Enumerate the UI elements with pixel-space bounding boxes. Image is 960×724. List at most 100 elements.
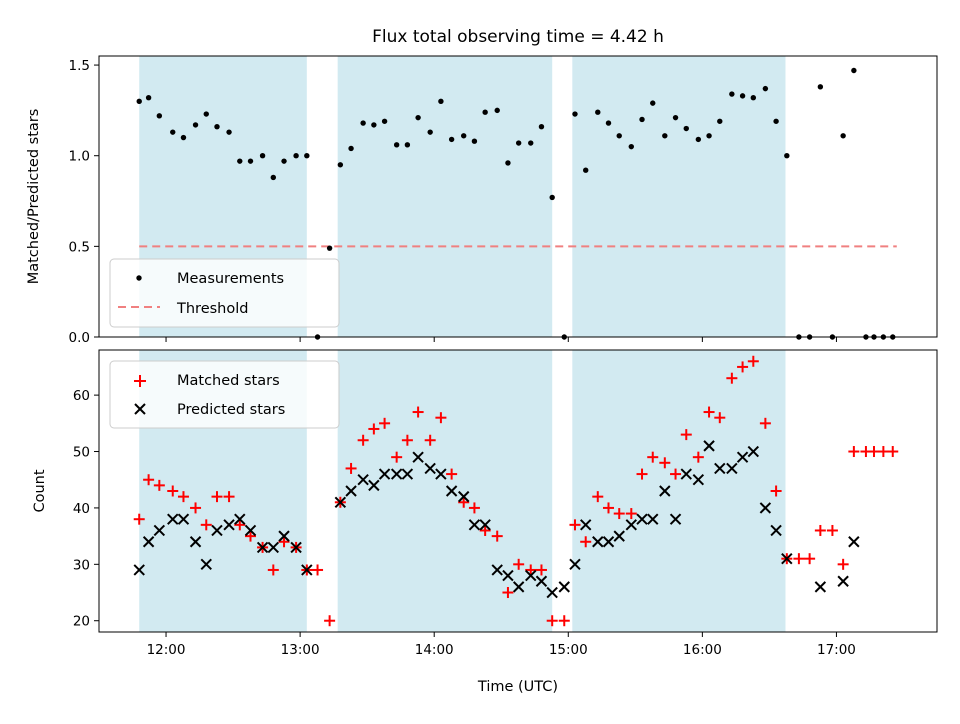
top-y-tick-label: 1.0 — [69, 149, 90, 165]
matched-point — [245, 530, 257, 542]
predicted-point — [736, 451, 749, 463]
matched-point — [826, 524, 838, 536]
matched-point — [190, 502, 202, 514]
matched-point — [877, 446, 889, 458]
top-shaded-interval-2 — [337, 56, 553, 337]
x-axis-label: Time (UTC) — [477, 679, 558, 695]
top-y-tick-label: 0.0 — [69, 330, 90, 346]
measurement-point — [237, 158, 243, 164]
measurement-point — [549, 194, 555, 201]
matched-point — [167, 485, 179, 497]
measurement-point — [304, 153, 310, 159]
measurement-point — [515, 140, 522, 146]
measurement-point — [270, 174, 277, 181]
measurement-point — [494, 107, 500, 114]
x-tick-label: 17:00 — [817, 642, 856, 658]
predicted-point — [781, 552, 793, 565]
matched-point — [670, 468, 682, 480]
x-tick-label: 14:00 — [415, 642, 454, 658]
matched-point — [368, 423, 380, 435]
matched-point — [458, 496, 470, 508]
matched-point — [680, 429, 692, 441]
matched-point — [793, 553, 805, 565]
predicted-point — [290, 541, 302, 554]
top-shaded-interval-3 — [572, 56, 786, 337]
predicted-point — [142, 536, 155, 548]
legend-matched-label: Matched stars — [177, 373, 280, 389]
measurement-point — [784, 153, 790, 159]
measurement-point — [170, 129, 176, 135]
matched-point — [211, 491, 223, 503]
matched-point — [692, 451, 704, 463]
predicted-point — [491, 564, 503, 576]
predicted-point — [334, 496, 347, 508]
matched-point — [234, 519, 246, 531]
measurement-point — [326, 245, 333, 251]
predicted-point — [424, 462, 436, 475]
matched-point — [625, 508, 637, 520]
top-legend-box — [109, 258, 340, 328]
bottom-y-tick-label: 40 — [73, 501, 90, 517]
top-legend: Measurements Threshold — [109, 258, 340, 328]
measurement-point — [729, 91, 735, 97]
matched-point — [770, 485, 782, 497]
legend-threshold-label: Threshold — [176, 301, 248, 317]
matched-point — [569, 519, 581, 531]
measurement-point — [538, 124, 545, 130]
top-x-ticks — [165, 337, 837, 342]
measurement-point — [293, 153, 299, 159]
matched-point — [412, 406, 424, 418]
matched-points — [133, 355, 899, 627]
predicted-point — [558, 581, 570, 593]
predicted-point — [592, 536, 604, 548]
measurement-point — [460, 133, 467, 139]
predicted-point — [726, 462, 738, 475]
matched-point — [726, 372, 738, 384]
bottom-legend: Matched stars Predicted stars — [109, 360, 340, 429]
matched-point — [647, 451, 659, 463]
predicted-point — [546, 586, 558, 599]
predicted-point — [848, 536, 860, 548]
measurement-point — [572, 111, 578, 117]
matched-point — [491, 530, 503, 542]
predicted-point — [234, 513, 246, 525]
measurement-point — [817, 84, 824, 90]
bottom-y-axis-label: Count — [32, 469, 48, 512]
matched-point — [868, 446, 880, 458]
legend-predicted-marker — [134, 403, 146, 415]
measurement-point — [471, 138, 478, 144]
predicted-point — [636, 513, 648, 525]
measurement-point — [739, 93, 746, 99]
measurement-point — [281, 158, 287, 164]
measurement-point — [415, 114, 421, 121]
legend-matched-marker — [134, 375, 146, 387]
matched-point — [848, 446, 860, 458]
predicted-point — [602, 536, 615, 548]
matched-point — [312, 564, 324, 576]
measurement-point — [605, 120, 612, 126]
predicted-point — [525, 569, 537, 582]
measurement-point — [683, 125, 689, 132]
matched-point — [747, 355, 759, 367]
predicted-point — [133, 564, 145, 576]
measurement-point — [145, 94, 152, 101]
matched-point — [424, 434, 436, 446]
bottom-panel: 20 30 40 50 60 12:00 13:00 14:00 15:00 16:00 17:0… — [32, 349, 938, 695]
predicted-point — [301, 564, 313, 576]
matched-point — [133, 513, 145, 525]
measurement-point — [750, 94, 757, 101]
measurement-point — [192, 122, 199, 128]
bottom-y-ticks: 20 30 40 50 60 — [73, 388, 99, 630]
predicted-point — [345, 485, 357, 497]
matched-point — [592, 491, 604, 503]
matched-point — [357, 434, 369, 446]
measurement-point — [616, 133, 622, 139]
predicted-point — [502, 569, 514, 582]
matched-point — [391, 451, 403, 463]
measurement-point — [438, 98, 444, 105]
matched-point — [580, 536, 592, 548]
matched-point — [636, 468, 648, 480]
predicted-point — [680, 468, 692, 480]
bottom-legend-box — [109, 360, 340, 429]
matched-point — [535, 564, 547, 576]
